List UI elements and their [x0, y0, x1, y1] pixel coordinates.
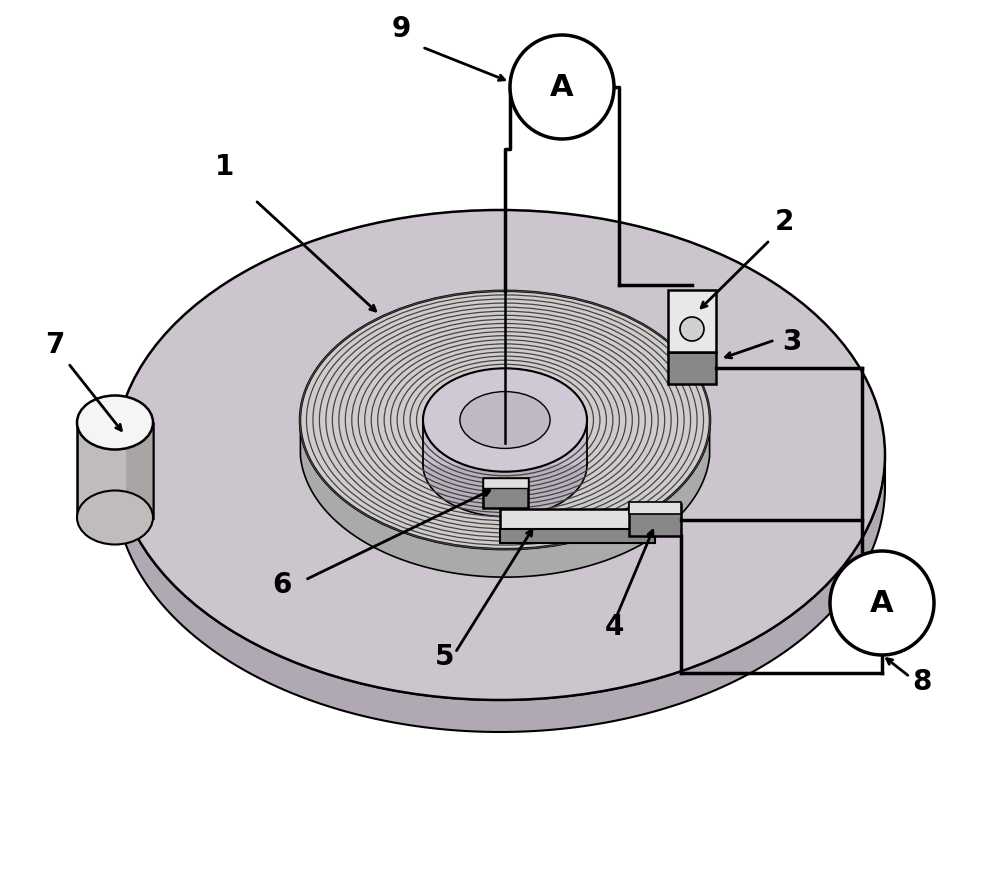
Text: 2: 2 [775, 208, 794, 236]
Polygon shape [115, 455, 885, 732]
Polygon shape [77, 423, 153, 517]
Text: 6: 6 [272, 571, 291, 599]
FancyBboxPatch shape [629, 504, 681, 536]
Text: 9: 9 [392, 15, 411, 43]
Text: 1: 1 [215, 153, 234, 181]
Ellipse shape [300, 290, 710, 550]
Ellipse shape [77, 396, 153, 450]
Text: 7: 7 [45, 331, 64, 359]
Ellipse shape [77, 491, 153, 544]
Text: 3: 3 [782, 328, 801, 356]
Text: 4: 4 [605, 613, 624, 641]
FancyBboxPatch shape [483, 478, 528, 508]
Circle shape [510, 35, 614, 139]
Ellipse shape [460, 392, 550, 448]
Circle shape [830, 551, 934, 655]
FancyBboxPatch shape [500, 509, 655, 531]
FancyBboxPatch shape [500, 529, 655, 543]
Text: A: A [550, 73, 574, 102]
Ellipse shape [423, 368, 587, 472]
Polygon shape [300, 428, 710, 578]
Text: 5: 5 [435, 643, 454, 671]
FancyBboxPatch shape [483, 478, 528, 488]
Polygon shape [423, 420, 587, 465]
Circle shape [680, 317, 704, 341]
Text: 8: 8 [912, 668, 931, 696]
Polygon shape [126, 423, 153, 517]
FancyBboxPatch shape [668, 290, 716, 352]
FancyBboxPatch shape [629, 502, 681, 514]
FancyBboxPatch shape [668, 352, 716, 384]
Ellipse shape [115, 210, 885, 700]
Ellipse shape [423, 413, 587, 516]
Text: A: A [870, 589, 894, 618]
